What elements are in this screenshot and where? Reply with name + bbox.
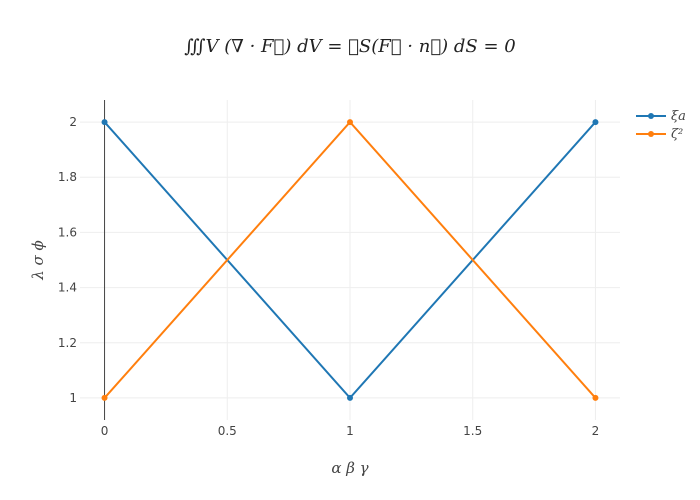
y-tick-label: 1.4	[58, 281, 77, 295]
x-axis-ticks: 0 0.5 1 1.5 2	[101, 424, 600, 438]
x-axis-title: α β γ	[331, 459, 368, 477]
legend-label-1: ξa	[671, 109, 686, 124]
y-axis-title: λ σ ϕ	[29, 240, 47, 281]
series-layer	[101, 119, 599, 401]
legend-marker-2	[648, 131, 654, 137]
x-tick-label: 0.5	[218, 424, 237, 438]
legend-label-2: ζ²	[671, 127, 683, 142]
y-tick-label: 1	[69, 391, 77, 405]
series-1-point	[592, 119, 599, 126]
series-2-point	[592, 394, 599, 401]
y-tick-label: 1.6	[58, 225, 77, 239]
series-2-point	[101, 394, 108, 401]
y-tick-label: 2	[69, 115, 77, 129]
series-1-point	[101, 119, 108, 126]
series-1-point	[347, 394, 353, 401]
y-tick-label: 1.8	[58, 170, 77, 184]
chart-title: ∭V (∇ · F⃗) dV = ∮S(F⃗ · n⃗) dS = 0	[184, 36, 515, 57]
x-tick-label: 1	[346, 424, 354, 438]
y-tick-label: 1.2	[58, 336, 77, 350]
series-2-point	[347, 119, 353, 126]
x-tick-label: 0	[101, 424, 109, 438]
y-axis-ticks: 1 1.2 1.4 1.6 1.8 2	[58, 115, 77, 405]
x-tick-label: 1.5	[463, 424, 482, 438]
x-tick-label: 2	[592, 424, 600, 438]
legend: ξa ζ²	[636, 109, 686, 142]
legend-marker-1	[648, 113, 654, 119]
